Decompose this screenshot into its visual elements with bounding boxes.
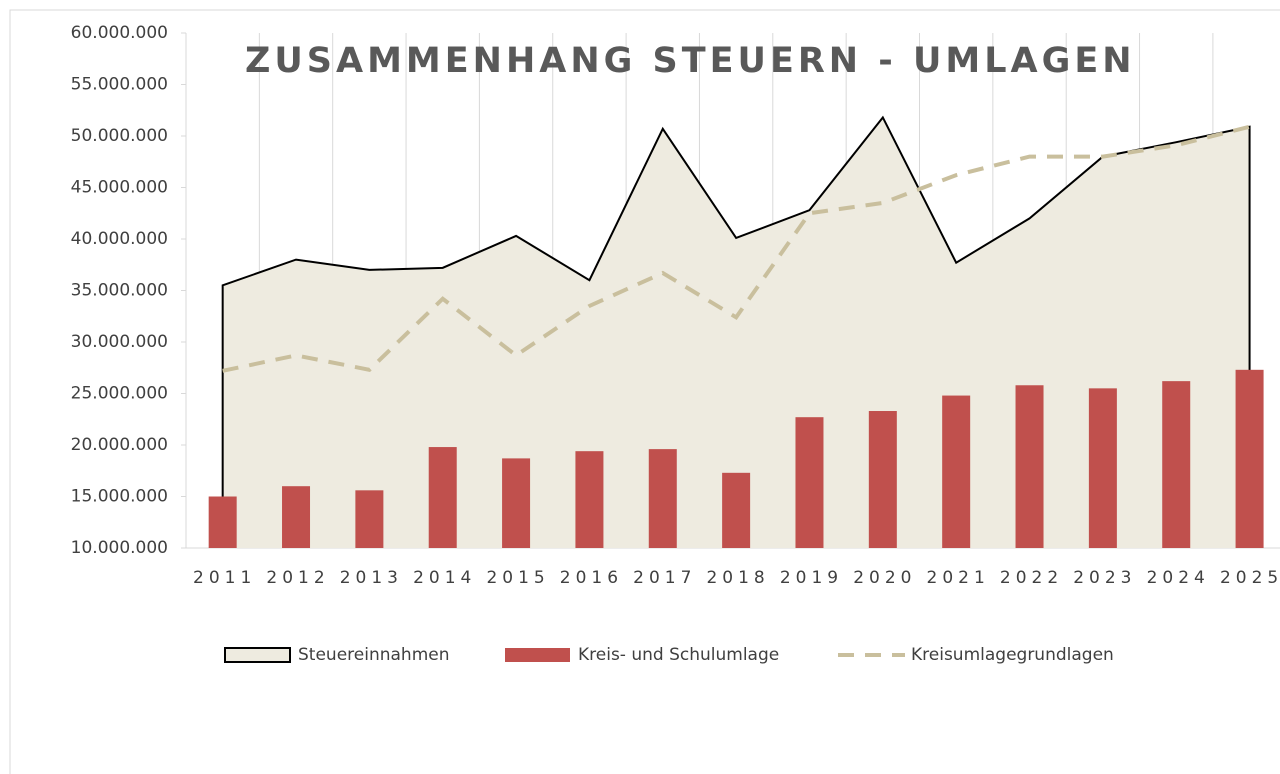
y-tick-label: 55.000.000 <box>71 75 168 95</box>
y-tick-label: 30.000.000 <box>71 332 168 352</box>
bar <box>648 449 677 548</box>
legend-label: Steuereinnahmen <box>298 645 449 665</box>
bar <box>1235 369 1264 548</box>
legend-label: Kreisumlagegrundlagen <box>911 645 1114 665</box>
x-tick-label: 2021 <box>927 568 990 588</box>
y-tick-label: 60.000.000 <box>71 23 168 43</box>
bar <box>1162 381 1191 548</box>
bar <box>722 472 751 548</box>
area-fill <box>222 117 1250 549</box>
bar <box>282 486 311 548</box>
bar <box>1088 388 1117 548</box>
bar <box>428 447 457 548</box>
y-tick-label: 40.000.000 <box>71 229 168 249</box>
bar <box>795 417 824 548</box>
x-tick-label: 2022 <box>1000 568 1063 588</box>
x-tick-label: 2017 <box>633 568 696 588</box>
x-tick-label: 2016 <box>560 568 623 588</box>
y-tick-label: 10.000.000 <box>71 538 168 558</box>
x-tick-label: 2019 <box>780 568 843 588</box>
y-tick-label: 20.000.000 <box>71 435 168 455</box>
x-tick-label: 2018 <box>706 568 769 588</box>
y-tick-label: 50.000.000 <box>71 126 168 146</box>
bar <box>942 395 971 548</box>
x-tick-label: 2015 <box>486 568 549 588</box>
bar <box>575 451 604 548</box>
x-tick-label: 2011 <box>193 568 256 588</box>
x-tick-label: 2012 <box>266 568 329 588</box>
bar <box>208 496 237 548</box>
bar <box>1015 385 1044 548</box>
y-tick-label: 35.000.000 <box>71 281 168 301</box>
legend-swatch <box>224 647 291 663</box>
legend-label: Kreis- und Schulumlage <box>578 645 779 665</box>
x-tick-label: 2020 <box>853 568 916 588</box>
x-tick-label: 2014 <box>413 568 476 588</box>
x-tick-label: 2013 <box>340 568 403 588</box>
bar <box>502 458 531 548</box>
area-outline <box>221 115 1251 548</box>
bar <box>868 411 897 548</box>
x-tick-label: 2023 <box>1073 568 1136 588</box>
bar <box>355 490 384 548</box>
chart-title: ZUSAMMENHANG STEUERN - UMLAGEN <box>245 41 1136 81</box>
x-tick-label: 2025 <box>1220 568 1280 588</box>
x-tick-label: 2024 <box>1147 568 1210 588</box>
y-tick-label: 25.000.000 <box>71 384 168 404</box>
y-tick-label: 45.000.000 <box>71 178 168 198</box>
y-tick-label: 15.000.000 <box>71 487 168 507</box>
line <box>222 124 1251 373</box>
legend-swatch <box>505 648 570 662</box>
